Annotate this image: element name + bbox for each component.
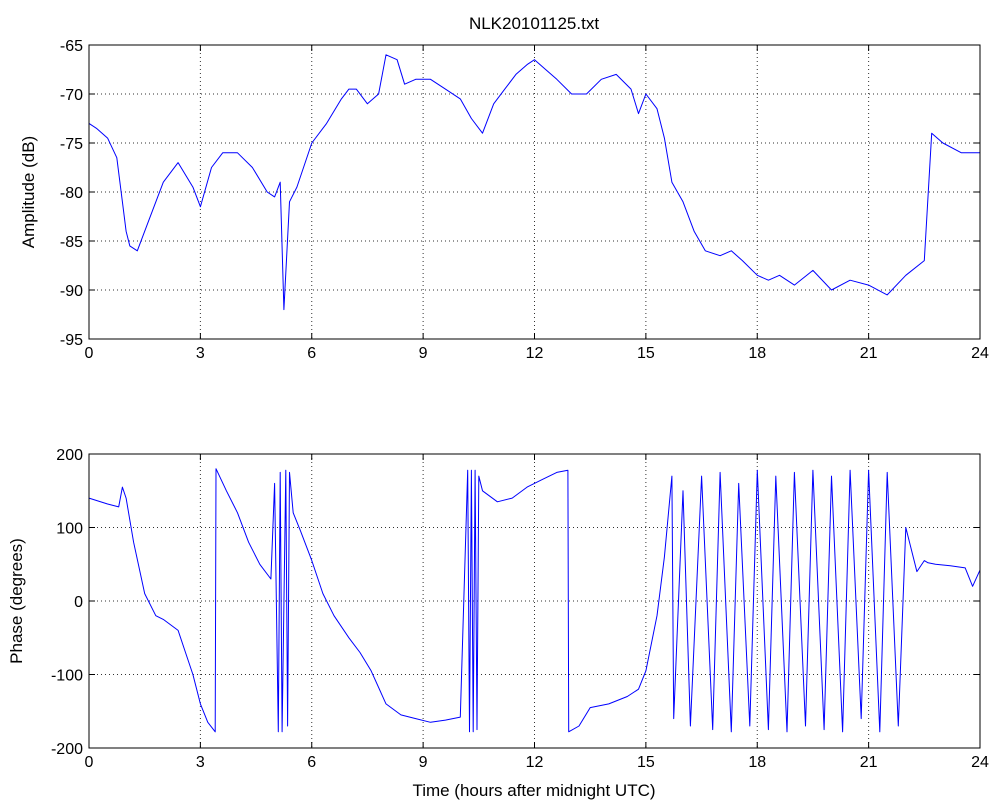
amplitude-axes: NLK20101125.txt 0 3 6 9 12 15 18 21 24 -65 -70 -75 -… — [19, 14, 989, 362]
phase-xlabel: Time (hours after midnight UTC) — [412, 781, 655, 800]
phase-axis-frame — [88, 453, 981, 749]
phase-ytick-label: 100 — [56, 521, 83, 538]
amplitude-xtick-label: 9 — [419, 345, 428, 362]
phase-xtick-label: 24 — [971, 754, 989, 771]
amplitude-ytick-label: -80 — [60, 185, 83, 202]
amplitude-xtick-label: 0 — [85, 345, 94, 362]
phase-xtick-label: 18 — [748, 754, 766, 771]
phase-xtick-label: 3 — [196, 754, 205, 771]
amplitude-axis-frame — [88, 44, 981, 340]
amplitude-ylabel: Amplitude (dB) — [19, 136, 38, 248]
phase-axes: 0 3 6 9 12 15 18 21 24 200 100 0 -100 -200 Phase (deg… — [7, 447, 989, 800]
phase-xtick-label: 9 — [419, 754, 428, 771]
phase-grid — [89, 454, 980, 748]
amplitude-ytick-label: -70 — [60, 87, 83, 104]
phase-ticks: 0 3 6 9 12 15 18 21 24 200 100 0 -100 -200 — [51, 447, 989, 771]
phase-ylabel: Phase (degrees) — [7, 538, 26, 664]
phase-series-line — [88, 468, 981, 733]
amplitude-xtick-label: 3 — [196, 345, 205, 362]
amplitude-ytick-label: -65 — [60, 38, 83, 55]
phase-ytick-label: 0 — [74, 594, 83, 611]
chart-title: NLK20101125.txt — [469, 14, 599, 33]
amplitude-ytick-label: -95 — [60, 332, 83, 349]
phase-xtick-label: 12 — [526, 754, 544, 771]
phase-ytick-label: 200 — [56, 447, 83, 464]
amplitude-ytick-label: -90 — [60, 283, 83, 300]
amplitude-xtick-label: 21 — [860, 345, 878, 362]
amplitude-xtick-label: 24 — [971, 345, 989, 362]
phase-xtick-label: 6 — [307, 754, 316, 771]
amplitude-ticks: 0 3 6 9 12 15 18 21 24 -65 -70 -75 -80 -85 -90 -95 — [60, 38, 989, 362]
phase-xtick-label: 21 — [860, 754, 878, 771]
amplitude-ytick-label: -75 — [60, 136, 83, 153]
amplitude-series-line — [88, 54, 980, 311]
amplitude-ytick-label: -85 — [60, 234, 83, 251]
amplitude-xtick-label: 12 — [526, 345, 544, 362]
amplitude-xtick-label: 15 — [637, 345, 655, 362]
phase-ytick-label: -100 — [51, 668, 83, 685]
amplitude-xtick-label: 18 — [748, 345, 766, 362]
phase-xtick-label: 15 — [637, 754, 655, 771]
phase-ytick-label: -200 — [51, 741, 83, 758]
phase-xtick-label: 0 — [85, 754, 94, 771]
amplitude-xtick-label: 6 — [307, 345, 316, 362]
